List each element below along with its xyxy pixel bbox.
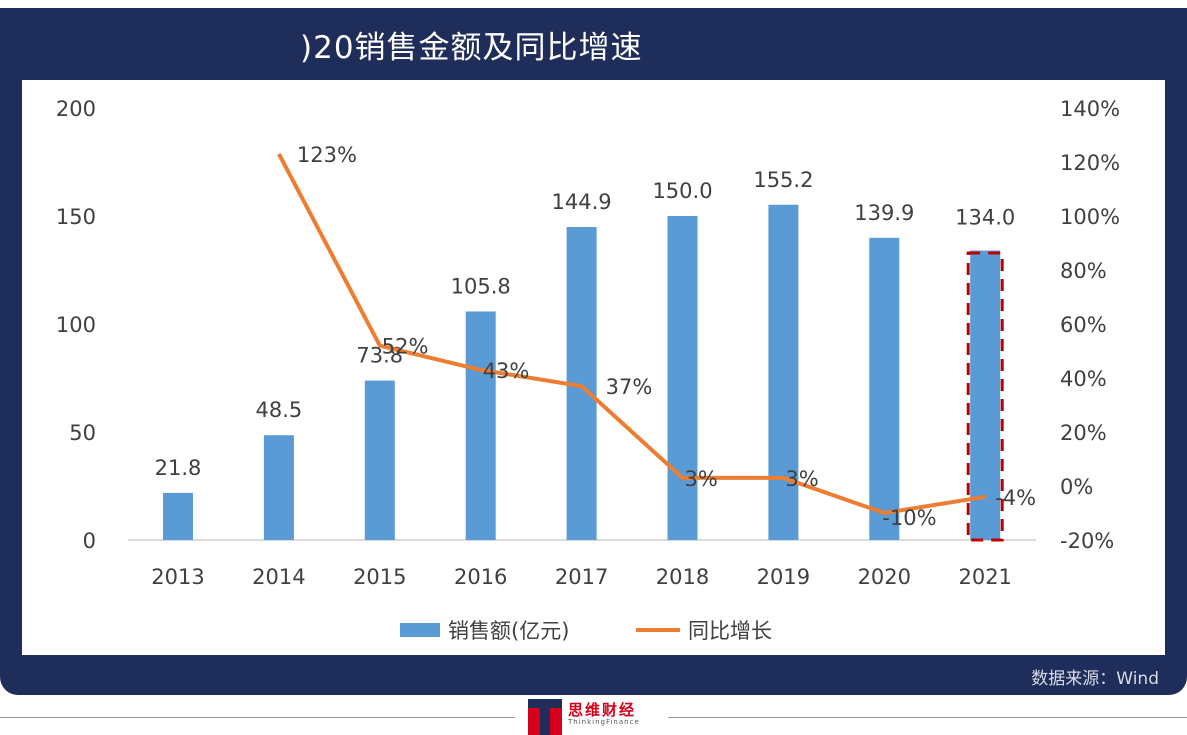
x-axis-tick: 2021 <box>958 565 1011 589</box>
logo-text-cn: 思维财经 <box>568 701 637 719</box>
left-axis-tick: 50 <box>69 421 96 445</box>
line-data-label: 3% <box>685 467 718 491</box>
legend-line-label: 同比增长 <box>688 619 772 643</box>
footer-divider-right <box>668 717 1187 718</box>
bar <box>869 237 900 541</box>
right-axis-tick: 100% <box>1060 205 1120 229</box>
right-axis-tick: 0% <box>1060 475 1093 499</box>
bar <box>465 311 496 540</box>
right-axis-tick: 140% <box>1060 97 1120 121</box>
legend-bar-swatch <box>400 623 440 637</box>
x-axis-tick: 2019 <box>757 565 810 589</box>
thinkingfinance-logo: 思维财经 ThinkingFinance <box>528 699 666 735</box>
bar-data-label: 155.2 <box>753 168 813 192</box>
legend-bar-label: 销售额(亿元) <box>448 619 569 643</box>
footer-divider-left <box>0 717 515 718</box>
chart-title: )20销售金额及同比增速 <box>300 30 643 66</box>
bar <box>768 204 799 540</box>
x-axis-tick: 2014 <box>252 565 305 589</box>
right-axis-tick: 20% <box>1060 421 1107 445</box>
bar <box>667 216 698 540</box>
line-data-label: 43% <box>483 359 530 383</box>
bar <box>364 380 395 540</box>
line-data-label: 123% <box>297 143 357 167</box>
bar <box>163 492 193 540</box>
x-axis-tick: 2020 <box>858 565 911 589</box>
left-axis-tick: 200 <box>56 97 96 121</box>
source-note: 数据来源：Wind <box>1031 669 1159 689</box>
bar-data-label: 134.0 <box>955 206 1015 230</box>
logo-text-en: ThinkingFinance <box>568 718 640 726</box>
top-white-strip <box>0 0 884 8</box>
bar-data-label: 105.8 <box>451 274 511 298</box>
line-data-label: -10% <box>882 506 936 530</box>
x-axis-tick: 2015 <box>353 565 406 589</box>
left-axis-tick: 100 <box>56 313 96 337</box>
left-axis-tick: 150 <box>56 205 96 229</box>
bar-data-label: 21.8 <box>155 456 202 480</box>
right-axis-tick: 120% <box>1060 151 1120 175</box>
bar-data-label: 150.0 <box>652 179 712 203</box>
bar-data-label: 48.5 <box>256 398 303 422</box>
x-axis-tick: 2018 <box>656 565 709 589</box>
x-axis-tick: 2013 <box>151 565 204 589</box>
right-axis-tick: 80% <box>1060 259 1107 283</box>
right-axis-tick: -20% <box>1060 529 1114 553</box>
growth-line <box>277 152 986 515</box>
right-axis-tick: 40% <box>1060 367 1107 391</box>
bar <box>970 250 1001 540</box>
bar-data-label: 144.9 <box>552 190 612 214</box>
left-axis-tick: 0 <box>83 529 96 553</box>
x-axis-tick: 2017 <box>555 565 608 589</box>
line-data-label: 3% <box>785 467 818 491</box>
bar <box>263 435 294 540</box>
logo-mark-icon <box>528 699 562 735</box>
line-data-label: 37% <box>606 375 653 399</box>
bar-data-label: 139.9 <box>854 201 914 225</box>
right-axis-tick: 60% <box>1060 313 1107 337</box>
line-data-label: -4% <box>995 486 1036 510</box>
x-axis-tick: 2016 <box>454 565 507 589</box>
line-data-label: 52% <box>382 335 429 359</box>
